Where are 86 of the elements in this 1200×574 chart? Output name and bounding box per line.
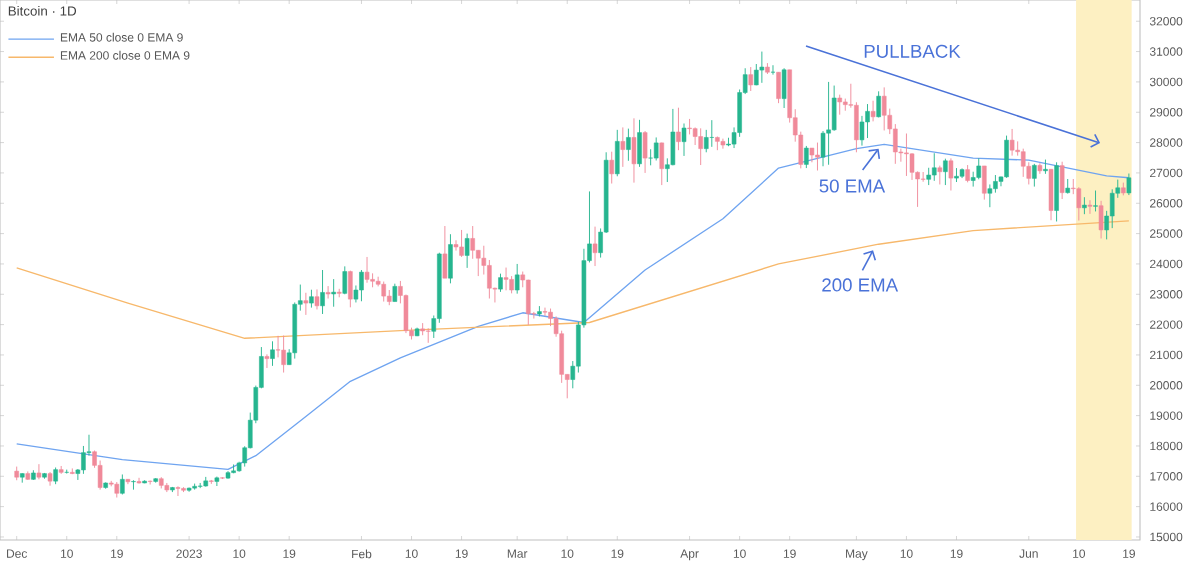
candlestick xyxy=(320,269,325,315)
candlestick xyxy=(653,136,659,161)
candlestick xyxy=(943,158,948,186)
candlestick xyxy=(514,263,520,295)
candlestick xyxy=(626,128,631,162)
candlestick xyxy=(648,148,653,166)
annotation: 200 EMA xyxy=(822,278,899,292)
candlestick xyxy=(364,256,370,284)
candlestick xyxy=(470,225,475,260)
candlestick xyxy=(503,267,509,291)
candlestick xyxy=(1009,128,1015,157)
candlestick xyxy=(459,229,464,258)
candlestick xyxy=(1098,200,1104,239)
candlestick xyxy=(1054,161,1059,222)
candlestick xyxy=(448,233,453,284)
candlestick xyxy=(948,157,954,191)
candlestick xyxy=(865,103,870,139)
candlestick xyxy=(637,119,642,168)
candlestick xyxy=(1037,162,1043,175)
candlestick xyxy=(776,71,781,104)
candlestick xyxy=(659,142,665,186)
candlestick xyxy=(1048,168,1054,221)
candlestick xyxy=(920,171,926,183)
line-series xyxy=(16,220,1130,339)
candlestick xyxy=(770,64,776,76)
candlestick xyxy=(264,353,270,369)
candlestick xyxy=(870,100,876,122)
candlestick xyxy=(325,285,331,299)
candlestick xyxy=(937,165,943,185)
candlestick xyxy=(709,119,715,148)
candlestick xyxy=(976,157,982,180)
candlestick xyxy=(442,225,448,279)
candlestick xyxy=(136,477,142,485)
candlestick xyxy=(1059,161,1065,200)
candlestick xyxy=(720,138,726,150)
candlestick xyxy=(359,269,364,302)
candlestick xyxy=(592,226,598,267)
candlestick xyxy=(642,130,648,174)
candlestick xyxy=(281,335,286,374)
candlestick xyxy=(931,152,937,182)
candlestick xyxy=(425,327,431,344)
candlestick xyxy=(826,81,831,166)
candlestick xyxy=(303,292,309,316)
candlestick xyxy=(1093,190,1098,212)
line-series xyxy=(16,143,1130,470)
candlestick xyxy=(698,127,703,166)
candlestick xyxy=(381,281,386,303)
candlestick xyxy=(1126,173,1132,196)
candlestick xyxy=(615,129,620,177)
candlestick xyxy=(1032,163,1037,188)
candlestick xyxy=(314,288,320,310)
candlestick xyxy=(526,279,531,326)
candlestick xyxy=(904,133,909,177)
candlestick xyxy=(809,147,815,163)
candlestick xyxy=(987,183,993,208)
candlestick xyxy=(804,145,809,169)
candlestick xyxy=(681,123,687,157)
candlestick xyxy=(781,67,787,109)
candlestick xyxy=(748,66,754,92)
candlestick xyxy=(876,90,881,118)
candlestick xyxy=(270,340,275,367)
candlestick xyxy=(881,86,887,131)
candlestick xyxy=(331,278,336,308)
candlestick xyxy=(609,151,614,185)
candlestick xyxy=(1076,186,1082,222)
candlestick xyxy=(275,335,281,358)
annotation: PULLBACK xyxy=(864,44,961,58)
annotation: 50 EMA xyxy=(819,179,886,193)
candlestick xyxy=(1020,148,1026,178)
candlestick xyxy=(759,51,765,84)
candlestick xyxy=(982,165,987,201)
candlestick xyxy=(175,485,181,497)
candlestick xyxy=(342,265,348,295)
candlestick xyxy=(36,463,42,480)
candlestick xyxy=(1004,135,1009,179)
candlestick xyxy=(1087,199,1093,215)
candlestick xyxy=(498,273,503,293)
candlestick xyxy=(620,126,626,168)
candlestick xyxy=(631,117,637,184)
candlestick xyxy=(348,270,353,308)
candlestick xyxy=(837,94,842,116)
candlestick xyxy=(131,479,136,491)
candlestick xyxy=(676,107,681,151)
candlestick xyxy=(815,142,820,171)
candlestick xyxy=(464,233,470,269)
candlestick xyxy=(1043,159,1048,175)
